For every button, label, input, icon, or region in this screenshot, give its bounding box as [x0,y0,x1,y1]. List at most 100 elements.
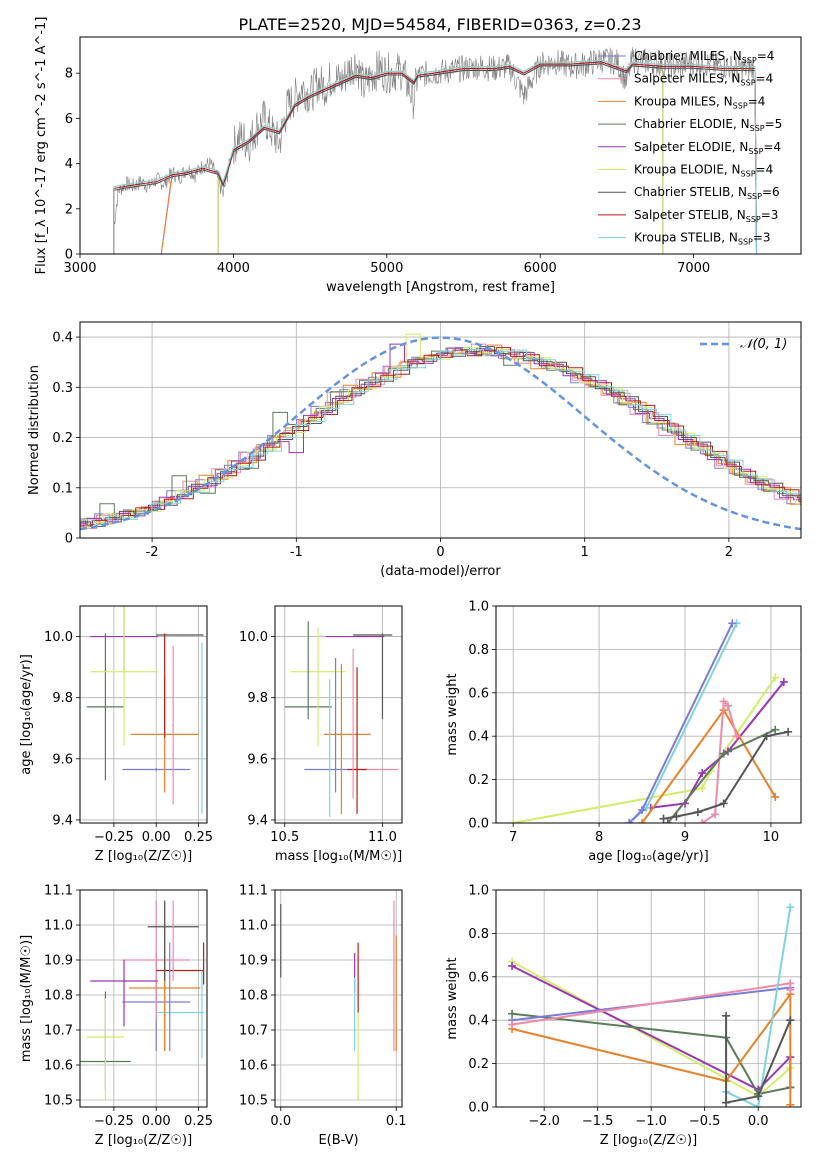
tick-label-y: 9.8 [52,691,73,706]
tick-label-x: 11.0 [368,830,397,845]
legend-label-tail: =3 [761,208,779,222]
plot-area [284,621,399,817]
legend-label: Salpeter MILES, NSSP=4 [634,72,773,88]
tick-label-y: 0.8 [468,927,489,942]
plus-marker [625,819,634,823]
legend-label-subscript: SSP [750,124,765,133]
plus-marker [786,1016,795,1025]
tick-label-x: −2.0 [528,1114,560,1129]
axis-label-x: Z [log₁₀(Z/Z☉)] [95,849,192,864]
axis-label-y: Normed distribution [27,365,42,495]
axis-label-x: (data-model)/error [380,564,501,579]
plus-marker [722,1098,731,1107]
tick-label-y: 10.9 [44,954,73,969]
plus-marker [693,808,702,817]
tick-label-y: 9.4 [247,813,268,828]
legend-label-tail: =3 [753,231,771,245]
chart-age-vs-mass: 10.5 11.0 9.4 9.6 9.8 10.0 mass [log₁₀(M/M☉)] [239,605,403,864]
legend: Chabrier MILES, NSSP=4 Salpeter MILES, NS… [598,49,782,247]
axis-label-x: Z [log₁₀(Z/Z☉)] [600,1133,697,1148]
legend-label-subscript: SSP [748,147,763,156]
axis-label-y: mass weight [445,673,460,755]
histogram-step-line [80,349,801,525]
mass-weight-line [511,991,792,1105]
tick-label-y: 9.6 [247,752,268,767]
axes-frame [274,605,403,824]
tick-label-x: 10.5 [270,830,299,845]
legend-label: Kroupa MILES, NSSP=4 [634,94,765,110]
tick-label-y: 0 [65,248,73,263]
tick-label-x: −1.5 [582,1114,614,1129]
axes-frame [274,889,403,1108]
tick-label-x: 4000 [217,261,250,276]
legend-label-subscript: SSP [746,215,761,224]
plus-marker [638,819,647,823]
plus-marker [711,810,720,819]
tick-label-y: 0.4 [468,1014,489,1029]
tick-label-y: 1.0 [468,884,489,899]
tick-label-x: 3000 [63,261,96,276]
legend-label: Chabrier ELODIE, NSSP=5 [634,117,782,133]
tick-label-y: 0 [65,532,73,547]
tick-label-y: 10.7 [239,1024,268,1039]
tick-label-x: 0.0 [748,1114,769,1129]
legend-label-tail: =4 [763,140,781,154]
tick-label-x: −0.5 [689,1114,721,1129]
tick-label-x: 0.25 [184,830,213,845]
axes-frame [79,605,208,824]
chart-mass-vs-ebv: 0.0 0.1 10.5 10.6 10.7 10.8 10.9 11.0 11.1 E(B-V) [239,884,407,1149]
tick-label-x: 0.00 [142,1114,171,1129]
tick-label-y: 0.1 [52,481,73,496]
tick-label-x: 8 [595,830,603,845]
axes-frame [79,321,802,539]
mass-weight-line [725,1015,792,1104]
chart-spectrum: 3000 4000 5000 6000 7000 0 2 4 6 8 wavelength [Ang… [34,17,802,295]
model-spectrum-line [113,61,757,254]
tick-label-x: 7000 [677,261,710,276]
tick-label-y: 11.0 [44,919,73,934]
tick-label-x: 1 [581,545,589,560]
tick-label-y: 0.6 [468,970,489,985]
plus-marker [698,784,707,793]
plot-area [508,903,795,1107]
tick-label-x: 6000 [524,261,557,276]
tick-label-y: 11.0 [239,919,268,934]
axes-frame [495,889,802,1108]
plus-marker [659,814,668,823]
tick-label-x: -2 [146,545,159,560]
plus-marker [786,985,795,994]
plus-marker [698,769,707,778]
plus-marker [754,1103,763,1107]
tick-label-y: 10.8 [239,989,268,1004]
tick-label-x: 0.1 [386,1114,407,1129]
tick-label-x: 0.25 [184,1114,213,1129]
tick-label-y: 0.8 [468,643,489,658]
tick-label-y: 10.9 [239,954,268,969]
tick-label-y: 0.0 [468,1101,489,1116]
legend-label: Salpeter ELODIE, NSSP=4 [634,140,781,156]
tick-label-y: 0.6 [468,686,489,701]
chart-age-vs-Z: −0.25 0.00 0.25 9.4 9.6 9.8 10.0 Z [log₁₀(Z/Z☉)… [19,605,213,864]
plus-marker [723,701,732,710]
tick-label-y: 0.0 [468,817,489,832]
mass-weight-line [511,1012,791,1096]
legend-label-subscript: SSP [741,170,756,179]
tick-label-x: −1.0 [635,1114,667,1129]
legend-label: Kroupa ELODIE, NSSP=4 [634,163,773,179]
plus-marker [719,697,728,706]
legend-label-tail: =4 [756,163,774,177]
tick-label-x: 0 [436,545,444,560]
chart-massweight-vs-Z: −2.0 −1.5 −1.0 −0.5 0.0 0.0 0.2 0.4 0.6 0.8 1.0 Z [… [445,884,802,1148]
tick-label-y: 10.8 [44,989,73,1004]
plus-marker [771,725,780,734]
plot-area [86,606,204,814]
axis-label-x: mass [log₁₀(M/M☉)] [275,849,402,864]
tick-label-x: 10 [763,830,780,845]
plus-marker [719,799,728,808]
chart-residuals: -2 -1 0 1 2 0 0.1 0.2 0.3 0.4 (data-model)/error No… [27,321,802,579]
legend-label-subscript: SSP [733,101,748,110]
axis-label-y: Flux [f_λ 10^-17 erg cm^-2 s^-1 A^-1] [34,17,49,275]
histogram-step-line [80,347,801,527]
axes-frame [495,605,802,824]
